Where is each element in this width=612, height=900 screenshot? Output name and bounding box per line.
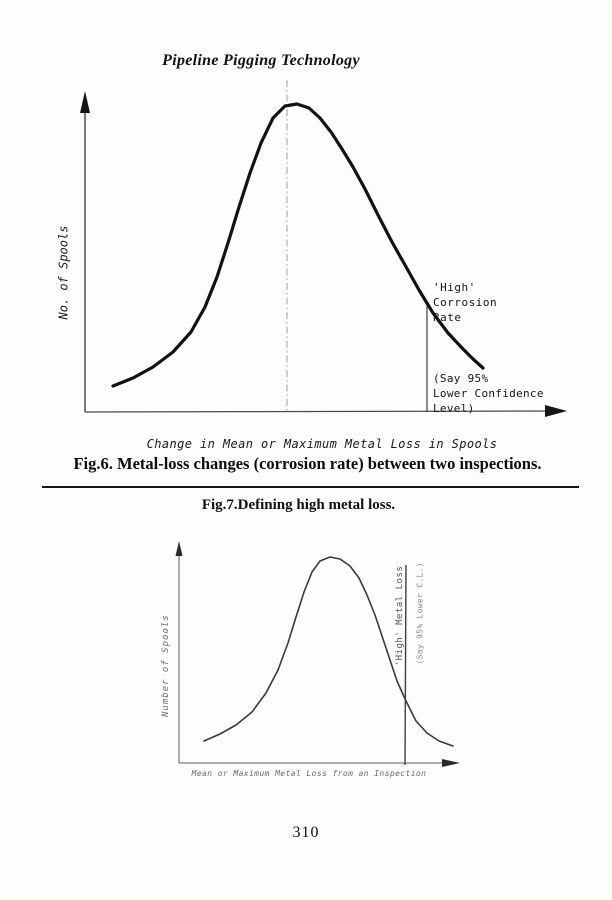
page-number: 310 [292, 824, 320, 841]
fig6-confidence-line1: (Say 95% [433, 372, 489, 385]
fig6-high-corrosion-line2: Corrosion [433, 296, 498, 309]
fig7-high-metal-annotation: 'High' Metal Loss [395, 565, 405, 667]
fig7-y-axis-arrow-icon [175, 541, 183, 556]
running-header: Pipeline Pigging Technology [162, 52, 360, 69]
fig6-caption: Fig.6. Metal-loss changes (corrosion rat… [73, 454, 542, 473]
fig7-x-axis-arrow-icon [442, 759, 460, 767]
fig7-chart [175, 541, 460, 767]
fig6-distribution-curve [111, 102, 485, 388]
fig7-distribution-curve [203, 556, 454, 747]
fig6-x-axis-label: Change in Mean or Maximum Metal Loss in … [146, 437, 498, 451]
fig6-high-corrosion-annotation: 'High' Corrosion Rate [433, 280, 497, 325]
fig7-confidence-annotation: (Say 95% Lower C.L.) [415, 562, 425, 665]
fig6-high-corrosion-line1: 'High' [433, 281, 476, 294]
fig6-x-axis [84, 410, 558, 413]
fig6-x-axis-arrow-icon [545, 405, 567, 417]
fig7-caption: Fig.7.Defining high metal loss. [201, 497, 396, 513]
fig6-confidence-line2: Lower Confidence [433, 387, 544, 400]
fig7-high-metal-line [404, 564, 407, 766]
fig6-confidence-annotation: (Say 95% Lower Confidence Level) [433, 371, 544, 416]
fig7-y-axis-label: Number of Spools [161, 614, 171, 717]
fig6-high-corrosion-line3: Rate [433, 311, 462, 324]
section-divider [42, 486, 579, 488]
fig6-y-axis-arrow-icon [80, 91, 90, 113]
fig6-chart [80, 80, 567, 417]
fig6-confidence-line3: Level) [433, 402, 475, 415]
fig6-y-axis-label: No. of Spools [56, 225, 71, 320]
fig7-x-axis-label: Mean or Maximum Metal Loss from an Inspe… [191, 769, 427, 778]
